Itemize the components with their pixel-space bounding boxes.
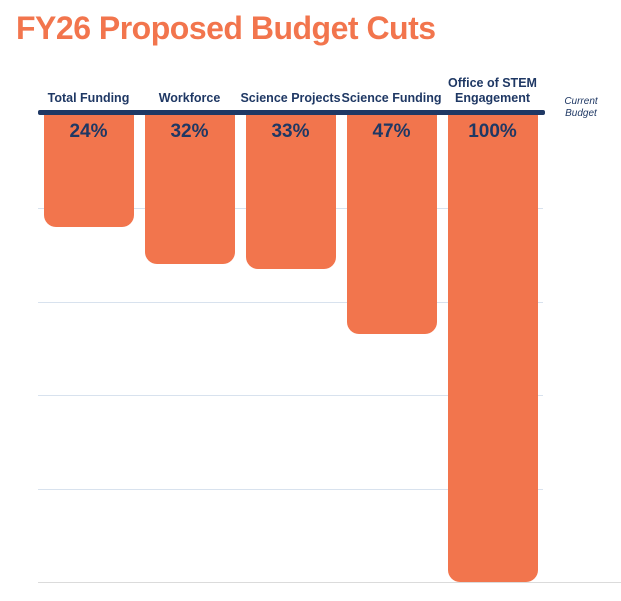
bar-office-of-stem-engagement: 100%	[447, 115, 538, 582]
plot-area: 24% 32% 33% 47% 100%	[38, 115, 621, 583]
bar-slot-workforce: 32%	[139, 115, 240, 582]
bar-value-total-funding: 24%	[69, 121, 108, 142]
baseline-note-label: Current Budget	[564, 96, 598, 119]
chart-title: FY26 Proposed Budget Cuts	[16, 10, 436, 46]
bar-value-science-projects: 33%	[271, 121, 310, 142]
gridline-100pct	[38, 582, 621, 583]
bar-value-workforce: 32%	[170, 121, 209, 142]
gridline-40pct	[38, 301, 543, 303]
bar-slot-science-projects: 33%	[240, 115, 341, 582]
bar-value-office-of-stem-engagement: 100%	[468, 121, 517, 142]
bar-workforce: 32%	[144, 115, 235, 265]
current-budget-baseline	[38, 110, 545, 115]
bar-total-funding: 24%	[43, 115, 134, 228]
category-labels-row: Total Funding Workforce Science Projects Sc…	[38, 60, 543, 110]
category-label-science-funding: Science Funding	[341, 91, 442, 105]
category-label-workforce: Workforce	[158, 91, 221, 105]
bar-science-projects: 33%	[245, 115, 336, 270]
bar-value-science-funding: 47%	[372, 121, 411, 142]
category-label-office-of-stem-engagement: Office of STEM Engagement	[448, 76, 537, 105]
gridline-60pct	[38, 395, 543, 397]
bar-slot-total-funding: 24%	[38, 115, 139, 582]
category-label-science-projects: Science Projects	[240, 91, 341, 105]
bars-row: 24% 32% 33% 47% 100%	[38, 115, 543, 582]
budget-cuts-chart: Total Funding Workforce Science Projects Sc…	[38, 60, 621, 595]
bar-slot-office-of-stem-engagement: 100%	[442, 115, 543, 582]
gridline-80pct	[38, 488, 543, 490]
bar-science-funding: 47%	[346, 115, 437, 335]
category-label-total-funding: Total Funding	[47, 91, 130, 105]
bar-slot-science-funding: 47%	[341, 115, 442, 582]
